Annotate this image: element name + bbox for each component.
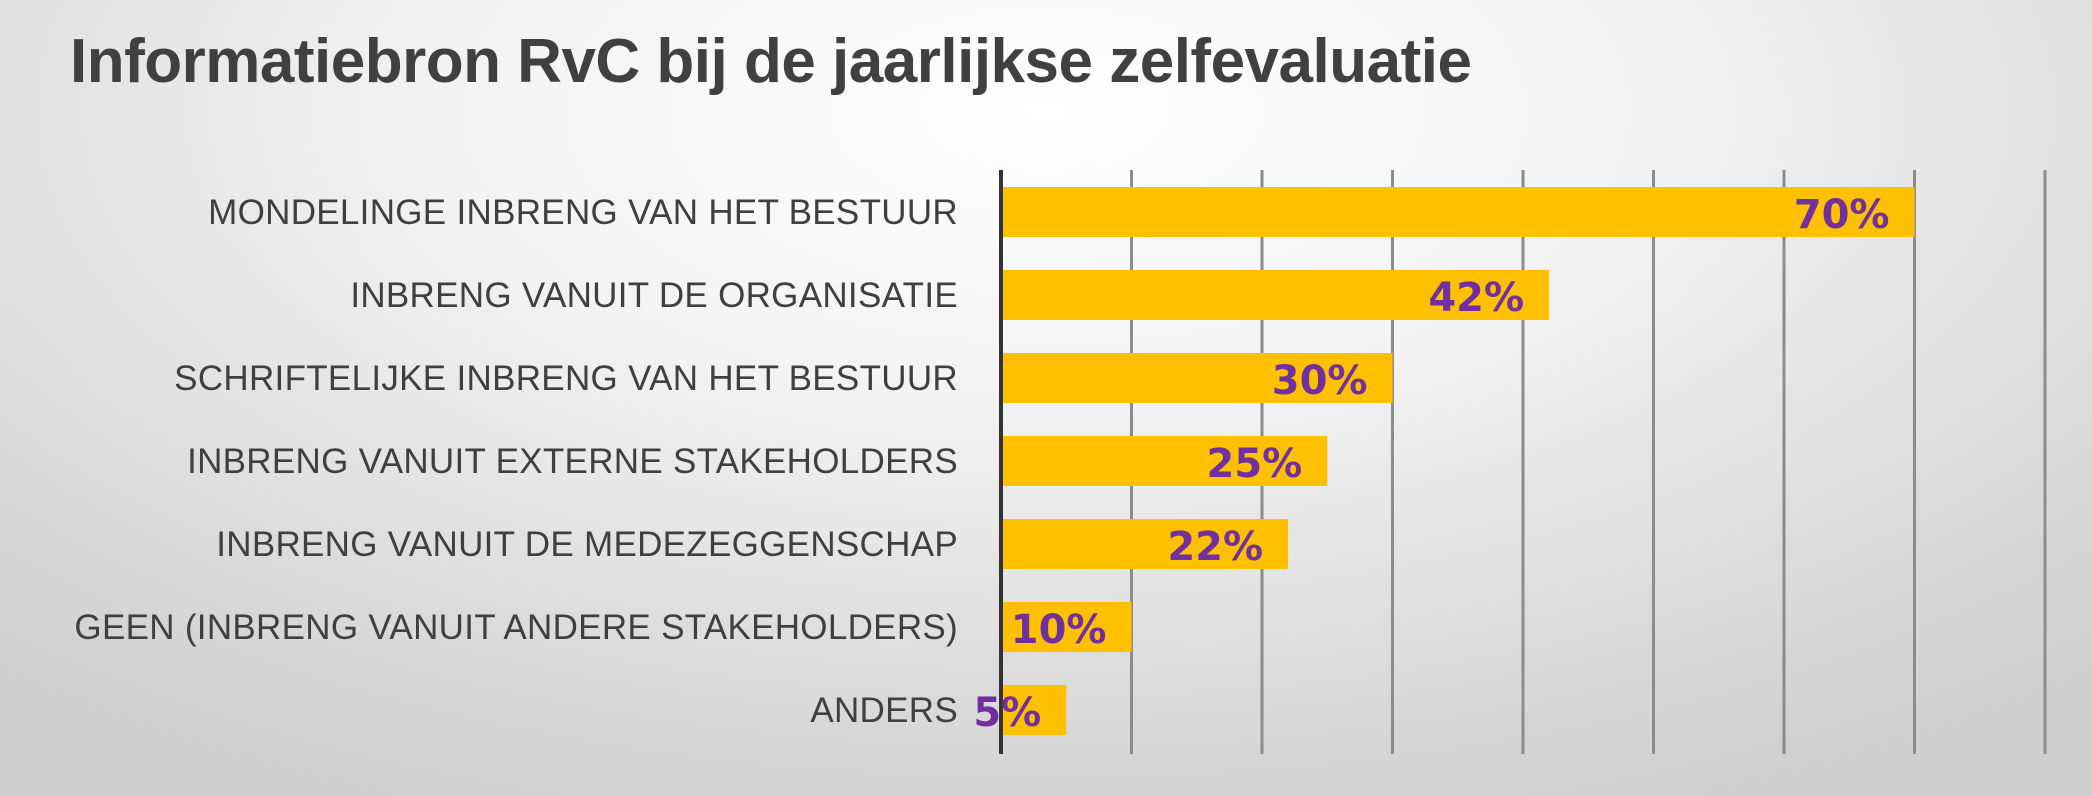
category-label: INBRENG VANUIT EXTERNE STAKEHOLDERS: [187, 442, 958, 481]
category-label: MONDELINGE INBRENG VAN HET BESTUUR: [208, 193, 958, 232]
bars: [1003, 187, 1915, 735]
data-label: 10%: [1011, 607, 1107, 653]
category-label: GEEN (INBRENG VANUIT ANDERE STAKEHOLDERS…: [74, 608, 958, 647]
bar: [1003, 436, 1328, 486]
category-label: INBRENG VANUIT DE ORGANISATIE: [350, 276, 958, 315]
bar: [1003, 602, 1132, 652]
data-labels: 70% 42% 30% 25% 22% 10% 5%: [973, 192, 1889, 736]
data-label: 70%: [1794, 192, 1890, 238]
data-label: 42%: [1428, 275, 1524, 321]
chart-title: Informatiebron RvC bij de jaarlijkse zel…: [70, 27, 1472, 96]
data-label: 25%: [1207, 441, 1303, 487]
bar: [1003, 519, 1289, 569]
data-label: 22%: [1167, 524, 1263, 570]
category-label: ANDERS: [810, 691, 958, 730]
bar: [1003, 685, 1067, 735]
data-label: 30%: [1272, 358, 1368, 404]
category-label: SCHRIFTELIJKE INBRENG VAN HET BESTUUR: [174, 359, 958, 398]
data-label: 5%: [973, 690, 1041, 736]
bar: [1003, 270, 1550, 320]
category-labels: MONDELINGE INBRENG VAN HET BESTUUR INBREN…: [74, 193, 958, 730]
bar: [1003, 187, 1915, 237]
bar: [1003, 353, 1393, 403]
category-label: INBRENG VANUIT DE MEDEZEGGENSCHAP: [216, 525, 958, 564]
